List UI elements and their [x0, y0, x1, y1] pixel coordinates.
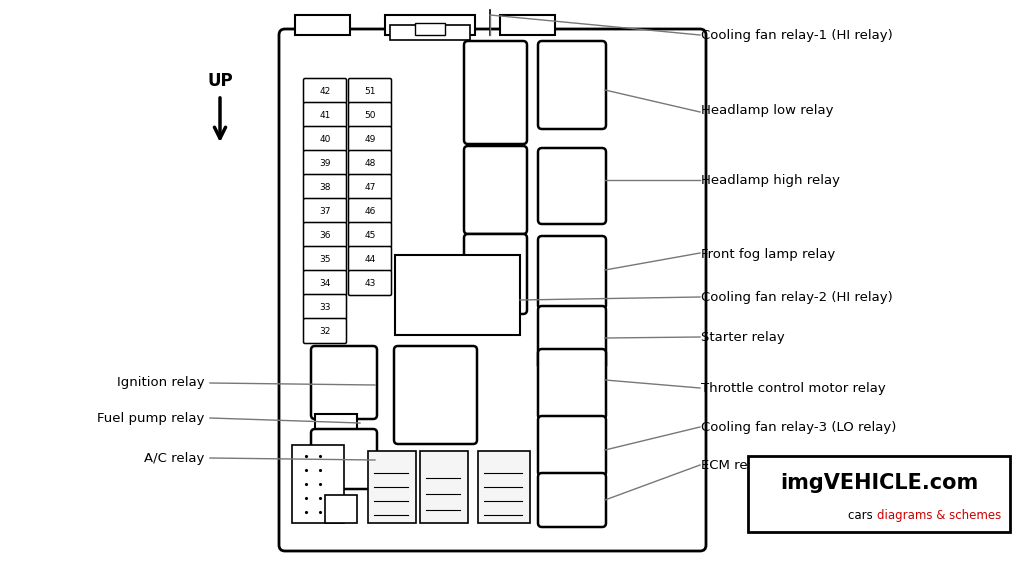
Bar	[292, 445, 344, 523]
FancyBboxPatch shape	[538, 306, 606, 369]
Text: cars: cars	[849, 509, 877, 522]
Text: Headlamp high relay: Headlamp high relay	[701, 175, 841, 187]
Text: Starter relay: Starter relay	[701, 331, 785, 344]
FancyBboxPatch shape	[394, 346, 477, 444]
Text: 32: 32	[319, 327, 331, 335]
Bar	[325, 495, 357, 523]
Text: Ignition relay: Ignition relay	[117, 376, 205, 389]
Bar	[368, 451, 416, 523]
Text: 50: 50	[365, 111, 376, 119]
FancyBboxPatch shape	[348, 198, 391, 223]
FancyBboxPatch shape	[279, 29, 706, 551]
Text: 36: 36	[319, 230, 331, 240]
Text: 47: 47	[365, 183, 376, 191]
FancyBboxPatch shape	[538, 473, 606, 527]
Text: 48: 48	[365, 158, 376, 168]
Bar	[748, 456, 1010, 532]
Bar	[395, 255, 520, 335]
FancyBboxPatch shape	[348, 78, 391, 103]
FancyBboxPatch shape	[303, 150, 346, 176]
Text: 37: 37	[319, 206, 331, 216]
FancyBboxPatch shape	[538, 349, 606, 419]
FancyBboxPatch shape	[464, 41, 527, 144]
Bar	[390, 25, 470, 40]
Text: 51: 51	[365, 86, 376, 96]
Text: Cooling fan relay-2 (HI relay): Cooling fan relay-2 (HI relay)	[701, 291, 893, 304]
Bar	[295, 15, 350, 35]
FancyBboxPatch shape	[464, 146, 527, 234]
Text: 49: 49	[365, 135, 376, 143]
FancyBboxPatch shape	[538, 236, 606, 309]
Text: Fuel pump relay: Fuel pump relay	[97, 412, 205, 425]
Bar	[315, 414, 357, 432]
FancyBboxPatch shape	[348, 270, 391, 295]
Text: 44: 44	[365, 255, 376, 263]
FancyBboxPatch shape	[348, 175, 391, 200]
Text: 43: 43	[365, 278, 376, 288]
Bar	[478, 451, 530, 523]
Text: Cooling fan relay-3 (LO relay): Cooling fan relay-3 (LO relay)	[701, 421, 897, 434]
Bar	[385, 15, 475, 35]
FancyBboxPatch shape	[303, 175, 346, 200]
FancyBboxPatch shape	[348, 103, 391, 128]
FancyBboxPatch shape	[303, 318, 346, 343]
Bar	[415, 23, 445, 35]
FancyBboxPatch shape	[348, 223, 391, 248]
Text: UP: UP	[207, 72, 232, 90]
Bar	[500, 15, 555, 35]
Text: Front fog lamp relay: Front fog lamp relay	[701, 248, 836, 260]
Text: 41: 41	[319, 111, 331, 119]
Text: Throttle control motor relay: Throttle control motor relay	[701, 382, 886, 395]
Text: 34: 34	[319, 278, 331, 288]
FancyBboxPatch shape	[303, 78, 346, 103]
FancyBboxPatch shape	[538, 148, 606, 224]
FancyBboxPatch shape	[464, 234, 527, 314]
Text: Cooling fan relay-1 (HI relay): Cooling fan relay-1 (HI relay)	[701, 30, 893, 42]
FancyBboxPatch shape	[538, 41, 606, 129]
FancyBboxPatch shape	[303, 126, 346, 151]
Text: 38: 38	[319, 183, 331, 191]
FancyBboxPatch shape	[311, 429, 377, 489]
Text: A/C relay: A/C relay	[144, 452, 205, 465]
Text: diagrams & schemes: diagrams & schemes	[877, 509, 1001, 522]
Text: 39: 39	[319, 158, 331, 168]
Text: 33: 33	[319, 303, 331, 311]
FancyBboxPatch shape	[538, 416, 606, 476]
FancyBboxPatch shape	[303, 295, 346, 320]
Text: ECM relay: ECM relay	[701, 459, 768, 472]
Text: 46: 46	[365, 206, 376, 216]
FancyBboxPatch shape	[303, 198, 346, 223]
FancyBboxPatch shape	[303, 270, 346, 295]
Bar	[420, 451, 468, 523]
Text: Headlamp low relay: Headlamp low relay	[701, 104, 834, 117]
FancyBboxPatch shape	[348, 246, 391, 271]
Text: 42: 42	[319, 86, 331, 96]
Text: 40: 40	[319, 135, 331, 143]
Text: 45: 45	[365, 230, 376, 240]
FancyBboxPatch shape	[303, 103, 346, 128]
FancyBboxPatch shape	[348, 150, 391, 176]
FancyBboxPatch shape	[311, 346, 377, 419]
FancyBboxPatch shape	[303, 246, 346, 271]
FancyBboxPatch shape	[303, 223, 346, 248]
Text: 35: 35	[319, 255, 331, 263]
FancyBboxPatch shape	[348, 126, 391, 151]
Text: imgVEHICLE.com: imgVEHICLE.com	[780, 473, 978, 492]
